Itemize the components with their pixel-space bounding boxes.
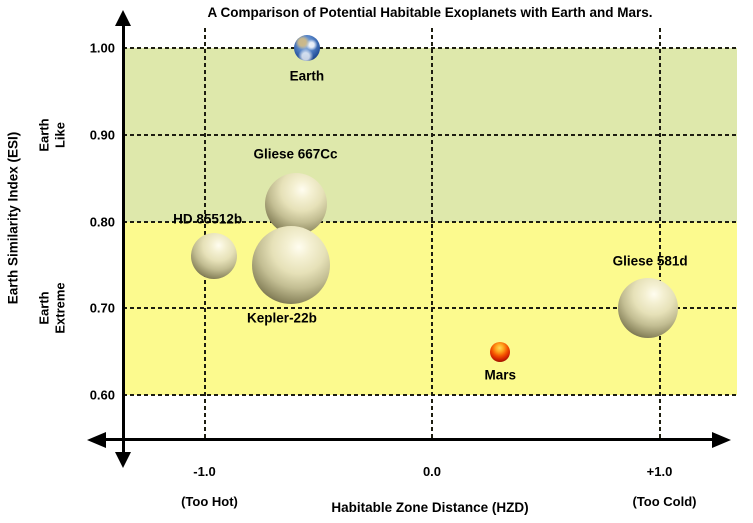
bubble-mars: [490, 341, 511, 362]
y-gridline: [123, 220, 737, 223]
bubble-hd-85512b: [190, 233, 237, 280]
x-axis-right-arrow-icon: [712, 432, 731, 448]
bubble-earth: [293, 35, 320, 61]
x-axis-line: [96, 438, 716, 441]
x-tick-label: 0.0: [422, 464, 442, 479]
bubble-label-hd-85512b: HD 85512b: [173, 211, 243, 227]
x-tick-annotation: (Too Cold): [632, 494, 697, 509]
x-tick-label: +1.0: [646, 464, 673, 479]
y-axis-title: Earth Similarity Index (ESI): [5, 131, 21, 305]
y-gridline: [123, 307, 737, 310]
y-axis-down-arrow-icon: [115, 452, 131, 468]
chart-title: A Comparison of Potential Habitable Exop…: [207, 5, 653, 20]
band-label-earth-like: Earth Like: [36, 118, 67, 152]
bubble-label-mars: Mars: [484, 367, 517, 383]
x-axis-title: Habitable Zone Distance (HZD): [331, 500, 529, 515]
y-gridline: [123, 394, 737, 396]
x-tick-label: -1.0: [193, 464, 216, 479]
y-axis-up-arrow-icon: [115, 10, 131, 26]
bubble-gliese-667cc: [264, 173, 327, 236]
bubble-label-gliese-667cc: Gliese 667Cc: [253, 146, 338, 162]
x-tick-annotation: (Too Hot): [181, 494, 238, 509]
x-axis-left-arrow-icon: [87, 432, 106, 448]
y-axis-line: [122, 24, 125, 454]
bubble-label-earth: Earth: [289, 68, 325, 84]
bubble-label-gliese-581d: Gliese 581d: [612, 253, 688, 269]
x-gridline: [658, 28, 661, 440]
y-tick-label: 1.00: [89, 40, 115, 56]
y-gridline: [123, 133, 737, 136]
bubble-kepler-22b: [251, 225, 330, 304]
band-label-earth-extreme: Earth Extreme: [36, 282, 67, 334]
y-tick-label: 0.70: [89, 300, 115, 316]
y-tick-label: 0.60: [89, 387, 115, 403]
y-tick-label: 0.80: [89, 214, 115, 229]
bubble-gliese-581d: [618, 278, 679, 339]
y-gridline: [123, 47, 737, 49]
bubble-label-kepler-22b: Kepler-22b: [247, 310, 317, 326]
y-tick-label: 0.90: [89, 127, 115, 143]
x-gridline: [431, 28, 433, 440]
